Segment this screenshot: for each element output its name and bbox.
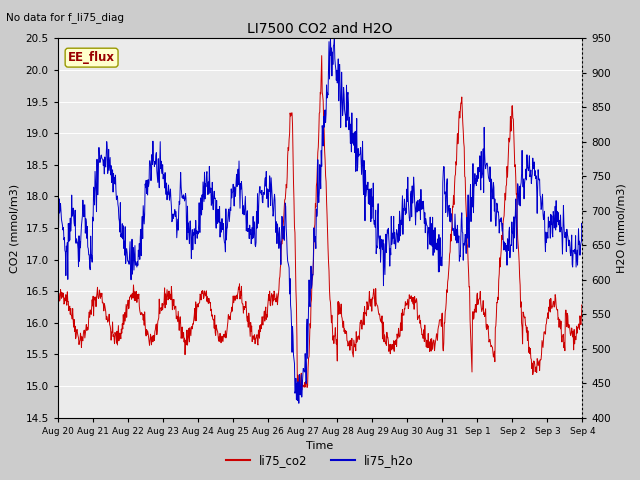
- Y-axis label: H2O (mmol/m3): H2O (mmol/m3): [617, 183, 627, 273]
- X-axis label: Time: Time: [307, 441, 333, 451]
- Text: No data for f_li75_diag: No data for f_li75_diag: [6, 12, 124, 23]
- Legend: li75_co2, li75_h2o: li75_co2, li75_h2o: [221, 449, 419, 472]
- Y-axis label: CO2 (mmol/m3): CO2 (mmol/m3): [10, 183, 20, 273]
- Text: EE_flux: EE_flux: [68, 51, 115, 64]
- Title: LI7500 CO2 and H2O: LI7500 CO2 and H2O: [247, 22, 393, 36]
